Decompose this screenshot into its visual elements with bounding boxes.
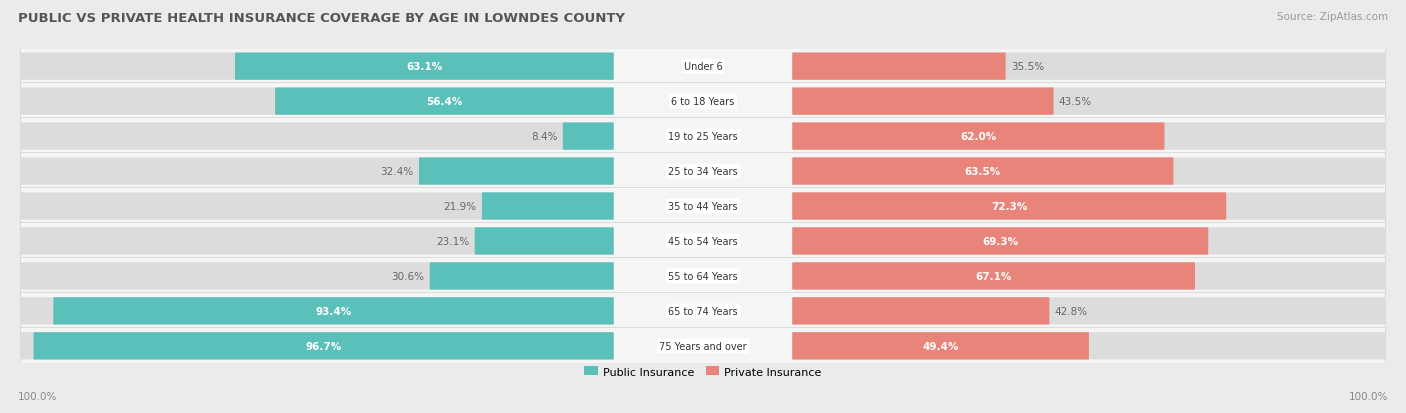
Text: 72.3%: 72.3% [991,202,1028,211]
FancyBboxPatch shape [793,158,1174,185]
Text: 6 to 18 Years: 6 to 18 Years [672,97,734,107]
FancyBboxPatch shape [21,53,613,81]
FancyBboxPatch shape [21,48,1385,85]
FancyBboxPatch shape [793,123,1385,150]
FancyBboxPatch shape [430,263,613,290]
FancyBboxPatch shape [793,297,1049,325]
FancyBboxPatch shape [276,88,613,116]
FancyBboxPatch shape [21,118,1385,155]
FancyBboxPatch shape [21,153,1385,190]
Text: 35.5%: 35.5% [1011,62,1045,72]
FancyBboxPatch shape [793,53,1385,81]
Text: 93.4%: 93.4% [315,306,352,316]
FancyBboxPatch shape [793,193,1385,220]
FancyBboxPatch shape [21,158,613,185]
Text: 75 Years and over: 75 Years and over [659,341,747,351]
FancyBboxPatch shape [21,258,1385,295]
Text: 25 to 34 Years: 25 to 34 Years [668,166,738,177]
Text: Under 6: Under 6 [683,62,723,72]
FancyBboxPatch shape [34,332,613,360]
FancyBboxPatch shape [793,53,1005,81]
Text: 63.5%: 63.5% [965,166,1001,177]
Text: 8.4%: 8.4% [531,132,558,142]
FancyBboxPatch shape [793,263,1195,290]
FancyBboxPatch shape [21,328,1385,365]
Text: 19 to 25 Years: 19 to 25 Years [668,132,738,142]
FancyBboxPatch shape [793,332,1385,360]
FancyBboxPatch shape [793,297,1385,325]
FancyBboxPatch shape [21,193,613,220]
Text: 49.4%: 49.4% [922,341,959,351]
Text: 35 to 44 Years: 35 to 44 Years [668,202,738,211]
Text: 69.3%: 69.3% [983,236,1018,247]
Text: 43.5%: 43.5% [1059,97,1092,107]
FancyBboxPatch shape [21,228,613,255]
Text: 21.9%: 21.9% [443,202,477,211]
FancyBboxPatch shape [21,293,1385,330]
Text: 62.0%: 62.0% [960,132,997,142]
FancyBboxPatch shape [53,297,613,325]
Text: 100.0%: 100.0% [1348,391,1388,401]
Text: 65 to 74 Years: 65 to 74 Years [668,306,738,316]
Text: 55 to 64 Years: 55 to 64 Years [668,271,738,281]
FancyBboxPatch shape [482,193,613,220]
Text: Source: ZipAtlas.com: Source: ZipAtlas.com [1277,12,1388,22]
FancyBboxPatch shape [21,297,613,325]
Text: 63.1%: 63.1% [406,62,443,72]
FancyBboxPatch shape [21,88,613,116]
FancyBboxPatch shape [793,88,1385,116]
Text: 30.6%: 30.6% [391,271,425,281]
FancyBboxPatch shape [21,223,1385,260]
Text: 67.1%: 67.1% [976,271,1012,281]
FancyBboxPatch shape [21,123,613,150]
FancyBboxPatch shape [475,228,613,255]
FancyBboxPatch shape [562,123,613,150]
FancyBboxPatch shape [793,228,1208,255]
FancyBboxPatch shape [21,83,1385,120]
FancyBboxPatch shape [793,228,1385,255]
Text: 23.1%: 23.1% [436,236,470,247]
Text: 45 to 54 Years: 45 to 54 Years [668,236,738,247]
Text: 56.4%: 56.4% [426,97,463,107]
Text: 32.4%: 32.4% [381,166,413,177]
FancyBboxPatch shape [793,123,1164,150]
Legend: Public Insurance, Private Insurance: Public Insurance, Private Insurance [583,366,823,377]
FancyBboxPatch shape [235,53,613,81]
FancyBboxPatch shape [793,193,1226,220]
Text: 96.7%: 96.7% [305,341,342,351]
Text: PUBLIC VS PRIVATE HEALTH INSURANCE COVERAGE BY AGE IN LOWNDES COUNTY: PUBLIC VS PRIVATE HEALTH INSURANCE COVER… [18,12,626,25]
FancyBboxPatch shape [21,188,1385,225]
Text: 100.0%: 100.0% [18,391,58,401]
FancyBboxPatch shape [419,158,613,185]
FancyBboxPatch shape [793,263,1385,290]
FancyBboxPatch shape [793,88,1053,116]
FancyBboxPatch shape [793,332,1088,360]
FancyBboxPatch shape [21,263,613,290]
FancyBboxPatch shape [793,158,1385,185]
Text: 42.8%: 42.8% [1054,306,1088,316]
FancyBboxPatch shape [21,332,613,360]
